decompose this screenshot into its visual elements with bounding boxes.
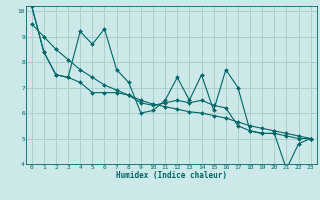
X-axis label: Humidex (Indice chaleur): Humidex (Indice chaleur) [116, 171, 227, 180]
